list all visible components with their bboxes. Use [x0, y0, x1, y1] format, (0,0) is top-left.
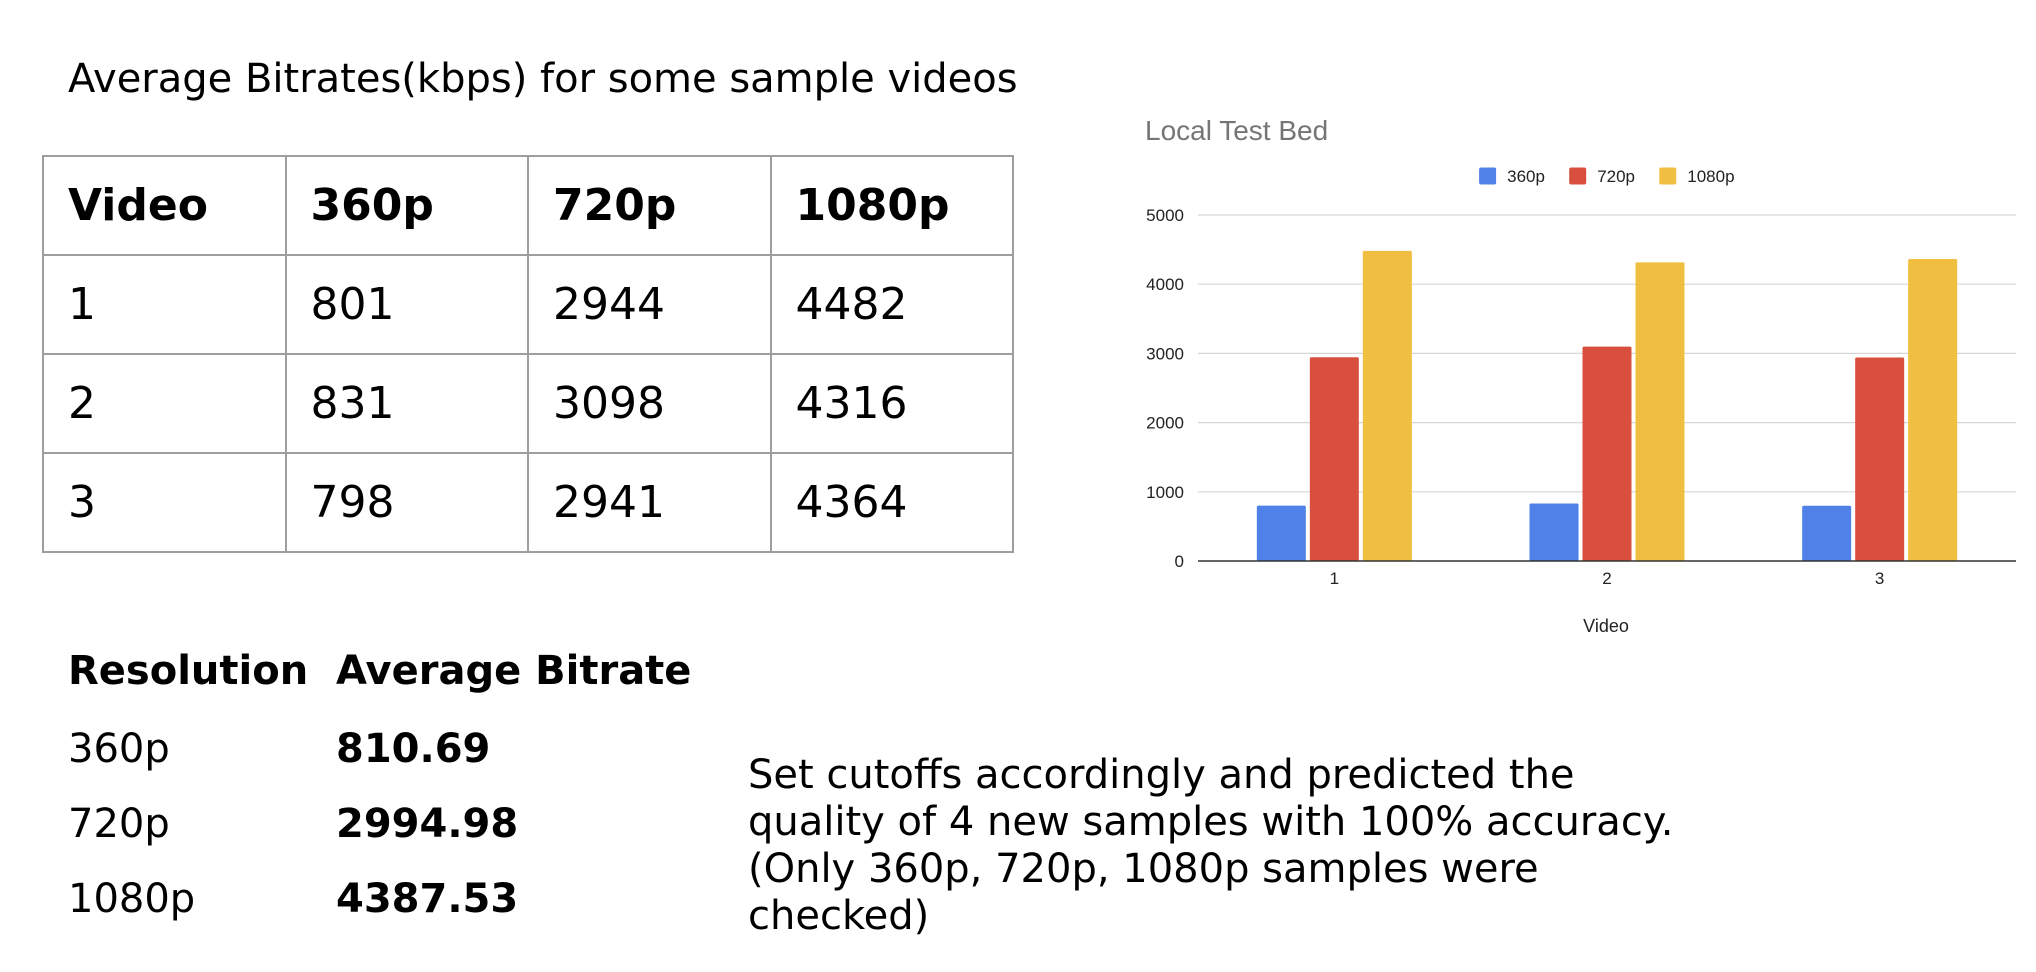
chart-y-tick-label: 2000 [1146, 414, 1184, 433]
table-cell: 4482 [769, 254, 1014, 355]
table-row: 2 831 3098 4316 [42, 353, 1014, 454]
table-header-cell: Video [42, 155, 287, 256]
chart-y-tick-label: 5000 [1146, 206, 1184, 225]
chart-legend: 360p 720p 1080p [1479, 167, 1735, 186]
chart-y-tick-label: 0 [1175, 552, 1184, 571]
table-cell: 4364 [769, 452, 1014, 553]
chart-y-tick-label: 3000 [1146, 344, 1184, 363]
summary-average: 810.69 [336, 726, 491, 772]
chart-legend-label: 1080p [1687, 167, 1734, 186]
summary-resolution: 1080p [68, 876, 196, 922]
chart-legend-swatch [1659, 167, 1677, 185]
page-title: Average Bitrates(kbps) for some sample v… [68, 56, 1018, 102]
chart-bar-1080p-video-2 [1635, 262, 1685, 561]
table-cell: 2 [42, 353, 287, 454]
chart-x-tick-label: 2 [1602, 569, 1611, 588]
chart-x-axis-title: Video [1583, 616, 1629, 636]
chart-x-tick-label: 1 [1330, 569, 1339, 588]
table-header-cell: 1080p [769, 155, 1014, 256]
note-line: (Only 360p, 720p, 1080p samples were [748, 846, 1539, 892]
summary-resolution: 360p [68, 726, 170, 772]
chart-bar-360p-video-2 [1529, 503, 1579, 561]
table-header-cell: 720p [527, 155, 772, 256]
table-cell: 3098 [527, 353, 772, 454]
chart-y-tick-label: 1000 [1146, 483, 1184, 502]
table-header-cell: 360p [284, 155, 529, 256]
chart-x-axis: 1 2 3 [1330, 569, 1885, 588]
chart-container: Local Test Bed 360p 720p 1080p 0 1000 2000 30… [1130, 100, 2030, 664]
chart-bar-720p-video-2 [1582, 346, 1632, 561]
note-text: Set cutoffs accordingly and predicted th… [748, 752, 1748, 940]
chart-bar-720p-video-3 [1855, 357, 1905, 561]
summary-resolution: 720p [68, 801, 170, 847]
note-line: quality of 4 new samples with 100% accur… [748, 799, 1674, 845]
table-cell: 2941 [527, 452, 772, 553]
chart-legend-label: 720p [1597, 167, 1635, 186]
table-cell: 831 [284, 353, 529, 454]
chart-bar-360p-video-1 [1256, 505, 1306, 561]
summary-average: 4387.53 [336, 876, 519, 922]
note-line: checked) [748, 893, 930, 939]
chart-y-axis: 0 1000 2000 3000 4000 5000 [1146, 206, 1184, 571]
table-cell: 3 [42, 452, 287, 553]
chart-bar-720p-video-1 [1309, 357, 1359, 561]
summary-header-resolution: Resolution [68, 648, 309, 694]
chart-legend-swatch [1569, 167, 1587, 185]
summary-header-average: Average Bitrate [336, 648, 692, 694]
table-cell: 1 [42, 254, 287, 355]
table-cell: 4316 [769, 353, 1014, 454]
chart-legend-swatch [1479, 167, 1497, 185]
chart-y-tick-label: 4000 [1146, 275, 1184, 294]
chart-title: Local Test Bed [1145, 115, 1328, 146]
table-cell: 2944 [527, 254, 772, 355]
chart-bar-1080p-video-1 [1362, 250, 1412, 562]
bar-chart: Local Test Bed 360p 720p 1080p 01000200030… [1145, 115, 2016, 636]
chart-bar-360p-video-3 [1802, 505, 1852, 561]
chart-legend-label: 360p [1507, 167, 1545, 186]
chart-x-tick-label: 3 [1875, 569, 1884, 588]
table-cell: 801 [284, 254, 529, 355]
chart-bars [1256, 250, 1958, 562]
table-row: 3 798 2941 4364 [42, 452, 1014, 553]
table-header-row: Video 360p 720p 1080p [42, 155, 1014, 256]
chart-bar-1080p-video-3 [1908, 259, 1958, 561]
summary-average: 2994.98 [336, 801, 519, 847]
table-row: 1 801 2944 4482 [42, 254, 1014, 355]
bitrate-table: Video 360p 720p 1080p 1 801 2944 4482 2 … [42, 155, 1014, 553]
table-cell: 798 [284, 452, 529, 553]
note-line: Set cutoffs accordingly and predicted th… [748, 752, 1575, 798]
